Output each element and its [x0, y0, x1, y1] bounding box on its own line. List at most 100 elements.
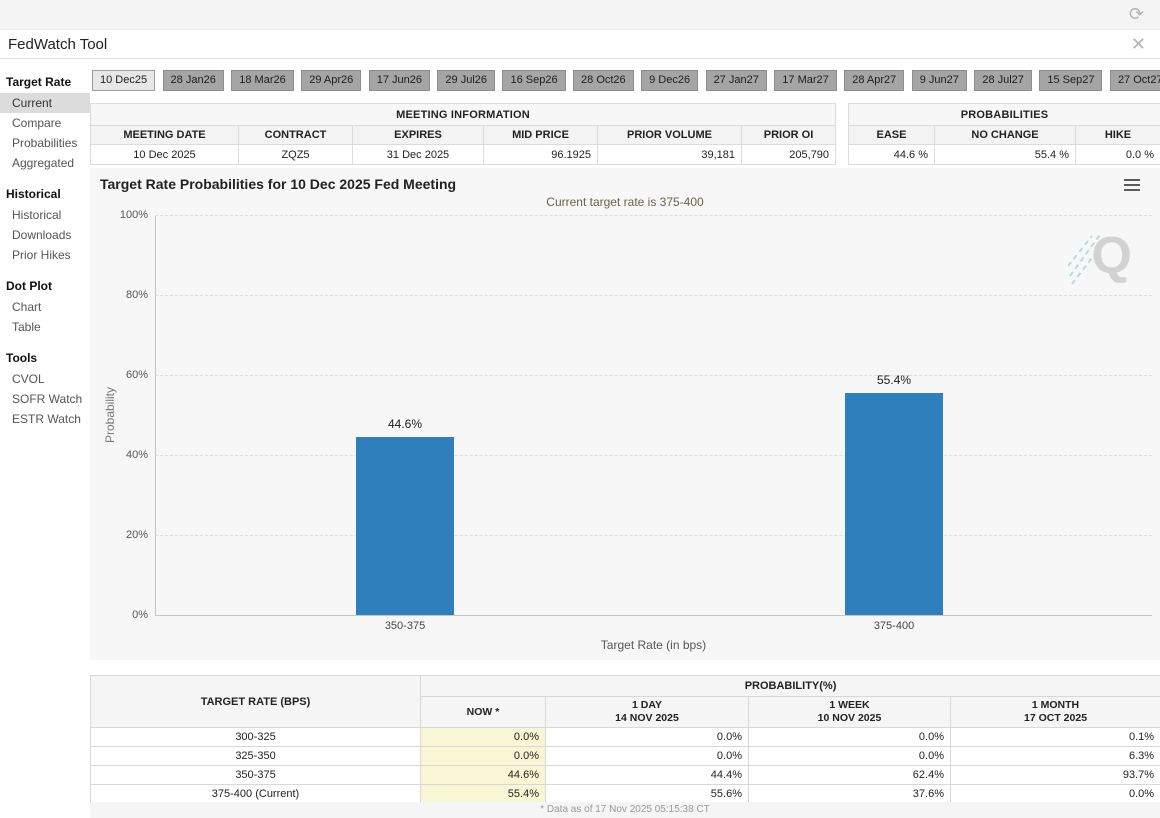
month-prob: 93.7%	[949, 765, 1160, 785]
sidebar-item-sofr-watch[interactable]: SOFR Watch	[12, 392, 83, 406]
sidebar-section-dot-plot: Dot Plot	[6, 279, 52, 293]
week-prob: 0.0%	[748, 727, 951, 747]
no-change-value: 55.4 %	[934, 144, 1076, 165]
sidebar-item-chart[interactable]: Chart	[12, 300, 42, 314]
chart-subtitle: Current target rate is 375-400	[546, 195, 704, 209]
col-hike: HIKE	[1074, 125, 1160, 145]
y-tick: 0%	[132, 609, 148, 621]
meeting-info-caption: MEETING INFORMATION	[89, 103, 837, 126]
x-axis	[155, 615, 1152, 616]
tab-meeting-date[interactable]: 28 Jan26	[162, 70, 224, 91]
group-header-probability: PROBABILITY(%)	[419, 675, 1160, 697]
day-prob: 0.0%	[545, 727, 749, 747]
sidebar-item-historical[interactable]: Historical	[12, 208, 62, 222]
tab-meeting-date[interactable]: 28 Oct26	[573, 70, 634, 91]
refresh-icon[interactable]: ⟳	[1128, 4, 1144, 24]
tab-meeting-date[interactable]: 15 Sep27	[1039, 70, 1103, 91]
sidebar-item-estr-watch[interactable]: ESTR Watch	[12, 412, 81, 426]
sidebar-item-prior-hikes[interactable]: Prior Hikes	[12, 248, 71, 262]
data-as-of-footnote: * Data as of 17 Nov 2025 05:15:38 CT	[90, 802, 1160, 818]
col-1-day: 1 DAY 14 NOV 2025	[545, 696, 749, 728]
x-axis-label: Target Rate (in bps)	[600, 638, 707, 652]
month-prob: 6.3%	[949, 746, 1160, 766]
col-1-week: 1 WEEK 10 NOV 2025	[748, 696, 951, 728]
y-tick: 40%	[125, 449, 148, 461]
tab-meeting-date[interactable]: 28 Jul27	[974, 70, 1032, 91]
probabilities-summary-table: PROBABILITIES EASE NO CHANGE HIKE 44.6 %…	[847, 103, 1160, 165]
rate-range: 375-400 (Current)	[90, 784, 421, 804]
now-prob: 0.0%	[420, 746, 546, 766]
sidebar-item-table[interactable]: Table	[12, 320, 41, 334]
quikstrike-watermark: Q	[1067, 226, 1138, 288]
y-tick: 60%	[125, 369, 148, 381]
title-bar: FedWatch Tool ✕	[0, 30, 1160, 59]
week-prob: 0.0%	[748, 746, 951, 766]
col-prior-volume: PRIOR VOLUME	[597, 125, 742, 145]
tab-meeting-date[interactable]: 27 Jan27	[705, 70, 767, 91]
now-prob: 44.6%	[420, 765, 546, 785]
rate-range: 325-350	[90, 746, 421, 766]
sidebar-item-compare[interactable]: Compare	[12, 116, 62, 130]
y-axis-label: Probability	[103, 386, 117, 444]
tab-meeting-date[interactable]: 28 Apr27	[844, 70, 905, 91]
ease-value: 44.6 %	[848, 144, 935, 165]
table-row: 44.6 % 55.4 % 0.0 %	[848, 144, 1160, 165]
x-category-label: 375-400	[873, 620, 915, 632]
bar-value-label: 44.6%	[387, 416, 423, 431]
sidebar-item-aggregated[interactable]: Aggregated	[12, 156, 75, 170]
day-prob: 44.4%	[545, 765, 749, 785]
tab-meeting-date[interactable]: 27 Oct27	[1109, 70, 1160, 91]
top-strip: ⟳	[0, 0, 1160, 30]
page-title: FedWatch Tool	[8, 36, 108, 53]
tab-meeting-date[interactable]: 18 Mar26	[231, 70, 294, 91]
sidebar: Target Rate Current Compare Probabilitie…	[0, 70, 90, 429]
col-target-rate-bps: TARGET RATE (BPS)	[90, 675, 421, 728]
col-now: NOW *	[420, 696, 546, 728]
meeting-information-table: MEETING INFORMATION MEETING DATE CONTRAC…	[89, 103, 837, 165]
sidebar-item-current[interactable]: Current	[0, 93, 90, 113]
tab-meeting-date[interactable]: 17 Jun26	[368, 70, 430, 91]
tab-meeting-date[interactable]: 29 Apr26	[301, 70, 362, 91]
probability-chart-panel: Target Rate Probabilities for 10 Dec 202…	[90, 168, 1160, 660]
probability-history-table: TARGET RATE (BPS) PROBABILITY(%) NOW * 1…	[90, 675, 1160, 804]
now-prob: 0.0%	[420, 727, 546, 747]
tab-meeting-date[interactable]: 9 Jun27	[911, 70, 967, 91]
sidebar-item-probabilities[interactable]: Probabilities	[12, 136, 78, 150]
table-row: 375-400 (Current) 55.4% 55.6% 37.6% 0.0%	[90, 784, 1160, 804]
month-prob: 0.0%	[949, 784, 1160, 804]
sidebar-item-cvol[interactable]: CVOL	[12, 372, 45, 386]
y-tick: 80%	[125, 289, 148, 301]
sidebar-item-downloads[interactable]: Downloads	[12, 228, 72, 242]
tab-meeting-date[interactable]: 10 Dec25	[92, 70, 156, 91]
col-no-change: NO CHANGE	[934, 125, 1076, 145]
tab-meeting-date[interactable]: 16 Sep26	[502, 70, 566, 91]
y-tick: 100%	[119, 209, 148, 221]
chart-title: Target Rate Probabilities for 10 Dec 202…	[100, 176, 457, 192]
col-prior-oi: PRIOR OI	[740, 125, 837, 145]
month-prob: 0.1%	[949, 727, 1160, 747]
sidebar-section-tools: Tools	[6, 351, 38, 365]
table-row: 300-325 0.0% 0.0% 0.0% 0.1%	[90, 727, 1160, 747]
chart-menu-icon[interactable]	[1124, 179, 1140, 194]
tab-meeting-date[interactable]: 29 Jul26	[437, 70, 496, 91]
probability-bar-375-400	[845, 393, 943, 615]
sidebar-section-target-rate: Target Rate	[6, 75, 72, 89]
col-meeting-date: MEETING DATE	[90, 125, 239, 145]
col-contract: CONTRACT	[238, 125, 353, 145]
week-prob: 62.4%	[748, 765, 951, 785]
rate-range: 300-325	[90, 727, 421, 747]
table-row: 10 Dec 2025 ZQZ5 31 Dec 2025 96.1925 39,…	[90, 144, 837, 165]
sidebar-section-historical: Historical	[6, 187, 61, 201]
prior-oi-value: 205,790	[740, 144, 837, 165]
y-axis	[155, 215, 156, 615]
meeting-date-tabs: 10 Dec25 28 Jan26 18 Mar26 29 Apr26 17 J…	[92, 70, 1160, 94]
y-tick: 20%	[125, 529, 148, 541]
mid-price-value: 96.1925	[483, 144, 598, 165]
close-icon[interactable]: ✕	[1130, 34, 1146, 54]
prior-volume-value: 39,181	[597, 144, 742, 165]
tab-meeting-date[interactable]: 9 Dec26	[641, 70, 699, 91]
tab-meeting-date[interactable]: 17 Mar27	[774, 70, 837, 91]
table-row: 325-350 0.0% 0.0% 0.0% 6.3%	[90, 746, 1160, 766]
bar-value-label: 55.4%	[876, 373, 912, 388]
